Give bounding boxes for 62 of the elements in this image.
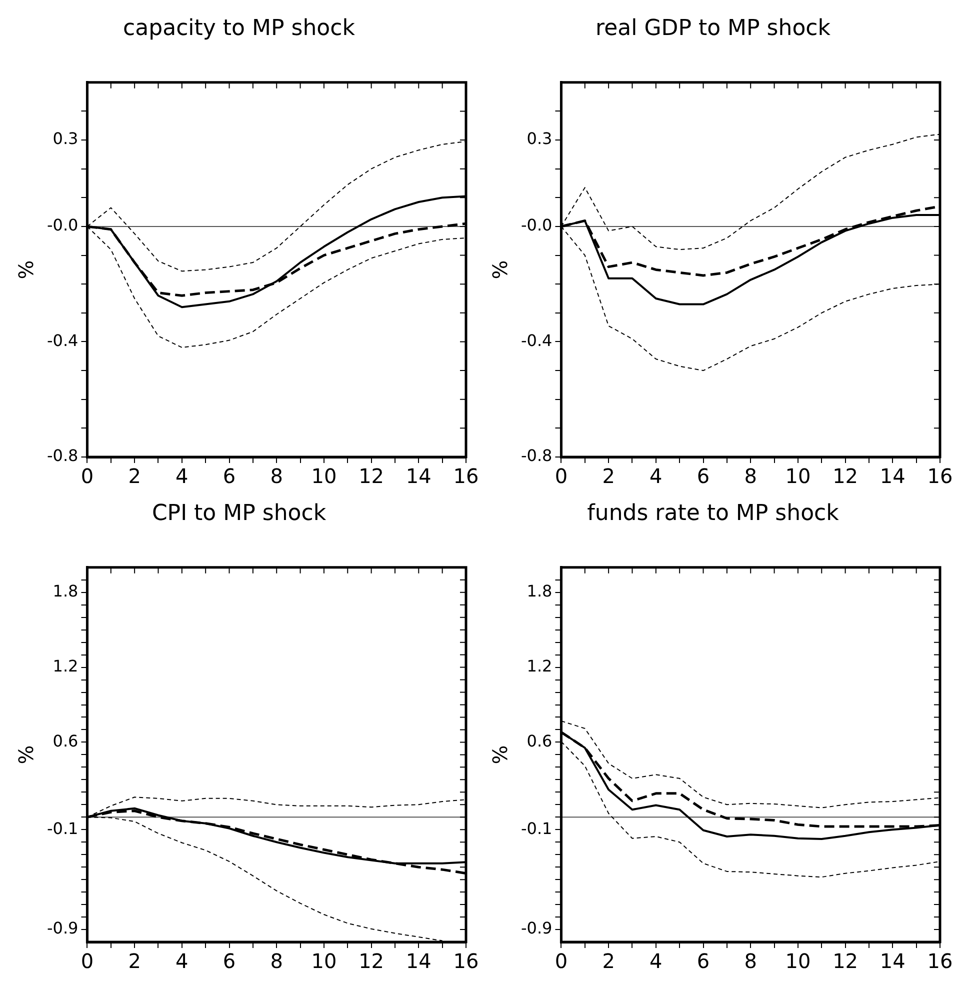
y-tick-label: 1.8 [52,582,78,601]
y-tick-label: -0.4 [521,330,552,350]
x-tick-label: 12 [358,464,384,488]
y-tick-label: -0.4 [47,330,78,350]
chart-title: real GDP to MP shock [596,16,831,41]
x-tick-label: 16 [453,949,479,974]
x-tick-label: 12 [358,949,384,974]
x-tick-label: 0 [80,949,94,974]
x-tick-label: 2 [602,464,615,488]
x-tick-label: 16 [927,464,953,488]
x-tick-label: 4 [650,464,662,488]
y-tick-label: 1.2 [52,656,78,676]
x-tick-label: 0 [80,464,94,488]
x-tick-label: 0 [554,949,568,974]
x-tick-label: 4 [176,949,188,974]
y-tick-label: 1.8 [526,582,552,601]
y-tick-label: -0.0 [521,216,552,235]
y-tick-label: -0.1 [521,818,552,838]
y-tick-label: -0.8 [521,446,552,466]
y-tick-label: 0.3 [526,129,552,148]
y-tick-label: -0.9 [47,918,78,938]
x-tick-label: 10 [785,949,811,974]
x-tick-label: 10 [311,464,337,488]
x-tick-label: 4 [650,949,662,974]
x-tick-label: 8 [744,949,757,974]
x-tick-label: 16 [453,464,479,488]
x-tick-label: 2 [128,949,141,974]
chart-title: capacity to MP shock [123,16,356,41]
x-tick-label: 14 [406,464,432,488]
y-tick-label: -0.0 [47,216,78,235]
y-tick-label: 1.2 [526,656,552,676]
y-tick-label: -0.1 [47,818,78,838]
y-tick-label: -0.9 [521,918,552,938]
x-tick-label: 6 [222,949,236,974]
x-tick-label: 14 [880,949,906,974]
x-tick-label: 6 [222,464,236,488]
y-axis-title: % [488,260,512,280]
x-tick-label: 8 [270,464,283,488]
y-axis-title: % [14,260,38,280]
x-tick-label: 14 [880,464,906,488]
y-axis-title: % [488,745,512,764]
x-tick-label: 6 [696,464,710,488]
x-tick-label: 0 [554,464,568,488]
x-tick-label: 10 [311,949,337,974]
y-tick-label: 0.3 [52,129,78,148]
x-tick-label: 16 [927,949,953,974]
x-tick-label: 10 [785,464,811,488]
x-tick-label: 8 [744,464,757,488]
x-tick-label: 14 [406,949,432,974]
y-tick-label: -0.8 [47,446,78,466]
x-tick-label: 12 [832,949,858,974]
x-tick-label: 2 [128,464,141,488]
x-tick-label: 2 [602,949,615,974]
chart-title: CPI to MP shock [152,500,326,526]
y-axis-title: % [14,745,38,764]
x-tick-label: 4 [176,464,188,488]
x-tick-label: 8 [270,949,283,974]
chart-title: funds rate to MP shock [587,500,840,526]
y-tick-label: 0.6 [526,731,552,750]
x-tick-label: 12 [832,464,858,488]
y-tick-label: 0.6 [52,731,78,750]
x-tick-label: 6 [696,949,710,974]
